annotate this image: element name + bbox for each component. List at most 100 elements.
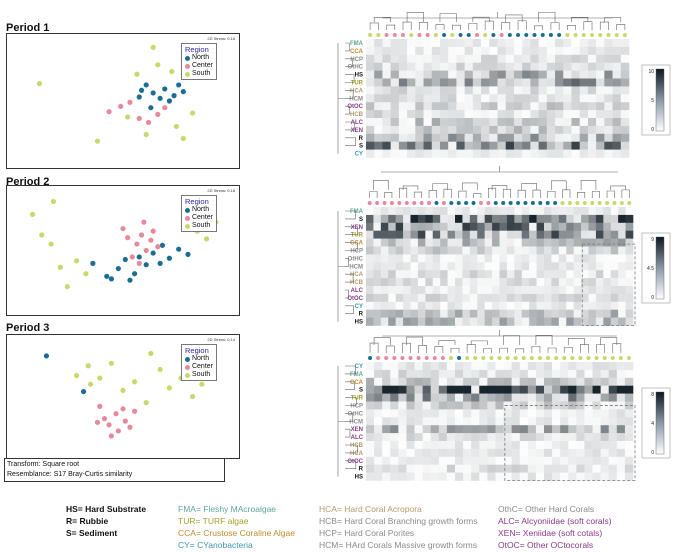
heatmap-cell bbox=[573, 238, 582, 247]
heatmap-cell bbox=[620, 94, 630, 103]
heatmap-cell bbox=[527, 393, 537, 402]
heatmap-cell bbox=[521, 238, 530, 247]
glossary-entry: OthC= Other Hard Corals bbox=[498, 504, 595, 514]
heatmap-cell bbox=[455, 448, 464, 458]
heatmap-cell bbox=[398, 472, 407, 481]
heatmap-cell bbox=[544, 254, 552, 263]
heatmap-cell bbox=[563, 125, 572, 135]
row-label-s: S bbox=[359, 217, 363, 223]
heatmap-cell bbox=[503, 385, 512, 394]
heatmap-cell bbox=[417, 254, 426, 263]
heatmap-cell bbox=[425, 214, 434, 224]
heatmap-cell bbox=[588, 270, 597, 279]
heatmap-cell bbox=[600, 377, 610, 386]
heatmap-cell bbox=[440, 214, 448, 224]
heatmap-cell bbox=[447, 301, 456, 310]
heatmap-cell bbox=[584, 472, 593, 481]
row-label-hcb: HCB bbox=[350, 280, 364, 286]
heatmap-cell bbox=[558, 278, 567, 287]
heatmap-cell bbox=[456, 70, 465, 79]
heatmap-cell bbox=[581, 222, 589, 231]
column-dot bbox=[516, 201, 521, 205]
heatmap-cell bbox=[529, 230, 537, 239]
heatmap-cell bbox=[447, 309, 456, 318]
heatmap-cell bbox=[447, 246, 456, 255]
heatmap-cell bbox=[497, 78, 507, 87]
heatmap-cell bbox=[527, 385, 537, 394]
heatmap-cell bbox=[390, 39, 400, 48]
heatmap-cell bbox=[558, 262, 567, 271]
heatmap-cell bbox=[579, 125, 589, 135]
column-dot bbox=[605, 201, 610, 205]
heatmap-cell bbox=[431, 78, 441, 87]
heatmap-cell bbox=[406, 448, 415, 458]
heatmap-cell bbox=[584, 425, 593, 434]
heatmap-cell bbox=[462, 230, 471, 239]
heatmap-cell bbox=[551, 309, 560, 318]
heatmap-cell bbox=[587, 70, 597, 79]
heatmap-cell bbox=[596, 78, 605, 87]
heatmap-cell bbox=[505, 54, 515, 63]
heatmap-cell bbox=[551, 207, 560, 216]
point-south-8 bbox=[180, 135, 186, 142]
heatmap-cell bbox=[487, 417, 496, 426]
point-south-5 bbox=[132, 379, 138, 385]
heatmap-cell bbox=[430, 393, 440, 402]
heatmap-cell bbox=[489, 62, 498, 71]
heatmap-cell bbox=[472, 62, 482, 71]
heatmap-cell bbox=[430, 417, 440, 426]
heatmap-cell bbox=[506, 309, 515, 318]
point-south-0 bbox=[36, 80, 43, 87]
heatmap-cell bbox=[571, 78, 580, 87]
row-label-s: S bbox=[359, 144, 363, 150]
heatmap-cell bbox=[538, 39, 548, 48]
heatmap-cell bbox=[462, 270, 471, 279]
heatmap-cell bbox=[440, 278, 448, 287]
heatmap-cell bbox=[551, 214, 560, 224]
heatmap-cell bbox=[382, 110, 391, 119]
heatmap-cell bbox=[374, 472, 383, 481]
heatmap-cell bbox=[581, 246, 589, 255]
heatmap-cell bbox=[432, 238, 441, 247]
heatmap-cell bbox=[535, 472, 545, 481]
heatmap-cell bbox=[612, 149, 622, 158]
heatmap-cell bbox=[410, 278, 419, 287]
heatmap-cell bbox=[373, 278, 382, 287]
heatmap-cell bbox=[499, 293, 508, 303]
heatmap-cell bbox=[566, 262, 574, 271]
heatmap-cell bbox=[546, 118, 556, 127]
heatmap-cell bbox=[558, 254, 567, 263]
heatmap-cell bbox=[390, 86, 400, 95]
heatmap-cell bbox=[415, 70, 424, 79]
heatmap-cell bbox=[558, 293, 567, 303]
heatmap-cell bbox=[382, 102, 391, 111]
heatmap-cell bbox=[571, 54, 580, 63]
heatmap-cell bbox=[535, 409, 545, 418]
column-dot bbox=[586, 356, 591, 360]
heatmap-cell bbox=[380, 262, 389, 271]
heatmap-cell bbox=[463, 369, 472, 379]
heatmap-cell bbox=[398, 417, 407, 426]
heatmap-cell bbox=[503, 369, 512, 379]
heatmap-cell bbox=[479, 377, 488, 386]
heatmap-cell bbox=[587, 78, 597, 87]
heatmap-cell bbox=[544, 246, 552, 255]
heatmap-cell bbox=[530, 125, 539, 135]
row-label-xen: XEN bbox=[351, 427, 363, 433]
heatmap-cell bbox=[506, 222, 515, 231]
column-dot bbox=[464, 201, 469, 205]
heatmap-cell bbox=[544, 464, 553, 473]
heatmap-cell bbox=[588, 301, 597, 310]
heatmap-cell bbox=[374, 417, 383, 426]
heatmap-cell bbox=[495, 362, 504, 371]
heatmap-cell bbox=[579, 62, 589, 71]
column-dot bbox=[392, 356, 397, 360]
heatmap-cell bbox=[462, 278, 471, 287]
heatmap-cell bbox=[455, 409, 464, 418]
heatmap-cell bbox=[366, 286, 374, 295]
column-dot bbox=[384, 33, 389, 37]
heatmap-cell bbox=[440, 293, 448, 303]
heatmap-cell bbox=[616, 441, 626, 450]
heatmap-cell bbox=[579, 39, 589, 48]
heatmap-cell bbox=[536, 207, 545, 216]
